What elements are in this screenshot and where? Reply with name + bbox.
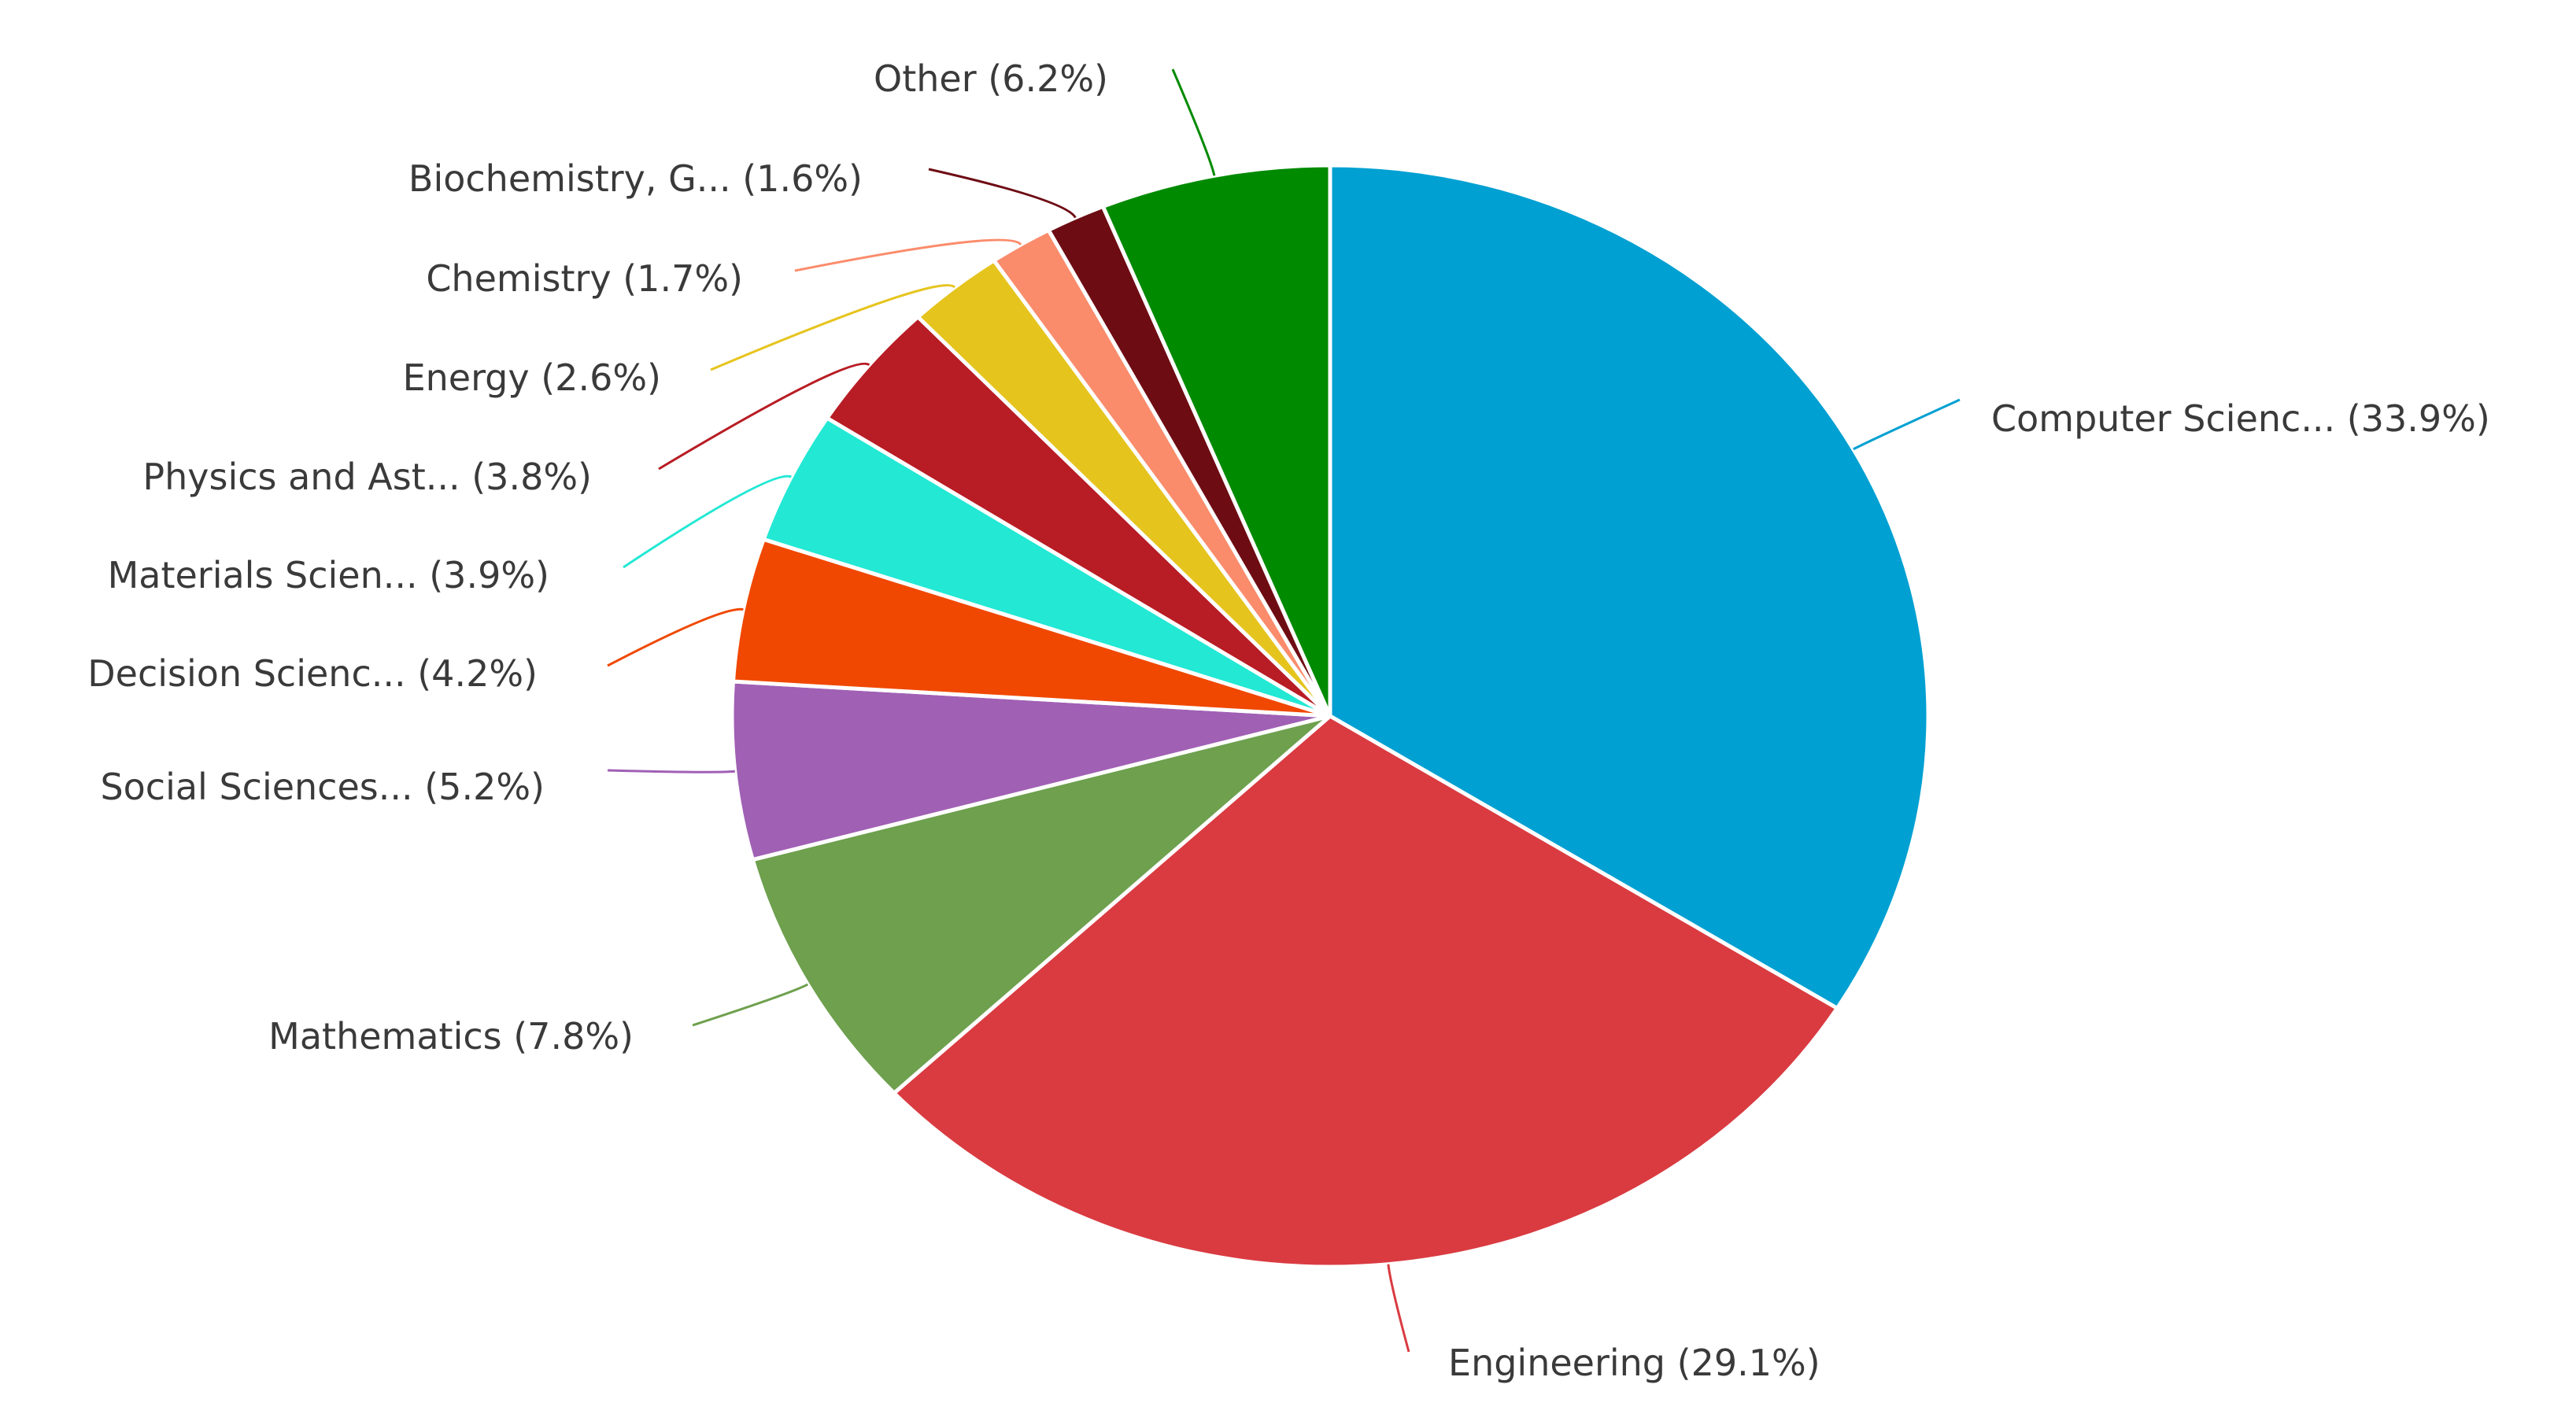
leader-line-biochemistry-g — [928, 168, 1077, 219]
slice-label-physics-and-ast: Physics and Ast... (3.8%) — [142, 456, 592, 498]
leader-line-mathematics — [692, 983, 809, 1027]
slice-label-computer-scienc: Computer Scienc... (33.9%) — [1991, 397, 2490, 440]
pie-slice-materials-scien — [761, 415, 1332, 718]
pie-slice-decision-scienc — [731, 537, 1332, 718]
leader-line-other — [1171, 68, 1216, 176]
slice-label-decision-scienc: Decision Scienc... (4.2%) — [87, 652, 538, 695]
leader-line-chemistry — [794, 238, 1022, 272]
leader-line-materials-scien — [623, 474, 793, 569]
pie-slice-computer-scienc — [1328, 163, 1931, 1010]
leader-lines — [607, 68, 1961, 1353]
slice-label-biochemistry-g: Biochemistry, G... (1.6%) — [408, 157, 863, 200]
slice-label-mathematics: Mathematics (7.8%) — [268, 1015, 634, 1058]
slice-label-materials-scien: Materials Scien... (3.9%) — [108, 554, 549, 596]
leader-line-physics-and-ast — [658, 362, 870, 471]
slice-label-energy: Energy (2.6%) — [403, 356, 661, 399]
slice-label-other: Other (6.2%) — [874, 57, 1108, 100]
pie-slice-mathematics — [750, 714, 1332, 1095]
slice-label-social-sciences: Social Sciences... (5.2%) — [100, 766, 545, 808]
pie-slice-other — [1100, 163, 1332, 718]
slice-label-chemistry: Chemistry (1.7%) — [426, 257, 743, 300]
leader-line-engineering — [1387, 1264, 1410, 1353]
pie-slices — [730, 163, 1931, 1269]
leader-line-computer-scienc — [1853, 398, 1961, 451]
leader-line-energy — [710, 284, 956, 371]
pie-slice-social-sciences — [730, 679, 1332, 862]
leader-line-social-sciences — [607, 769, 735, 773]
slice-label-engineering: Engineering (29.1%) — [1448, 1342, 1820, 1384]
pie-slice-engineering — [892, 714, 1839, 1269]
leader-line-decision-scienc — [607, 607, 744, 667]
slice-labels: Computer Scienc... (33.9%) Engineering (2… — [87, 57, 2490, 1384]
